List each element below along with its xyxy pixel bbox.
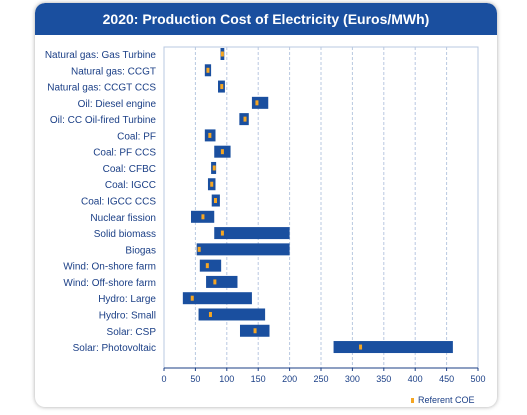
category-label: Coal: IGCC CCS [81, 197, 156, 208]
referent-coe-marker [208, 132, 212, 138]
category-label: Natural gas: Gas Turbine [45, 50, 157, 61]
category-label: Coal: PF CCS [93, 148, 156, 159]
cost-range-bar [182, 292, 252, 305]
x-tick-label: 250 [313, 374, 328, 384]
legend: Referent COE [411, 395, 475, 405]
x-tick-label: 0 [161, 374, 166, 384]
cost-range-bar [196, 243, 290, 256]
referent-coe-marker [220, 230, 224, 236]
category-label: Natural gas: CCGT CCS [47, 83, 156, 94]
chart-title: 2020: Production Cost of Electricity (Eu… [102, 11, 430, 27]
category-label: Oil: CC Oil-fired Turbine [50, 115, 157, 126]
category-label: Oil: Diesel engine [78, 99, 157, 110]
category-label: Coal: IGCC [105, 180, 156, 191]
referent-coe-marker [213, 198, 217, 204]
referent-coe-marker [255, 100, 259, 106]
referent-coe-marker [210, 181, 214, 187]
category-label: Wind: Off-shore farm [63, 278, 156, 289]
category-label: Hydro: Small [99, 310, 156, 321]
referent-coe-marker [205, 263, 209, 269]
x-tick-label: 100 [219, 374, 234, 384]
x-tick-label: 450 [439, 374, 454, 384]
referent-coe-marker [220, 84, 224, 90]
referent-coe-marker [220, 51, 224, 57]
referent-coe-marker [253, 328, 257, 334]
referent-coe-marker [212, 165, 216, 171]
referent-coe-marker [359, 344, 363, 350]
cost-range-bar [206, 275, 238, 288]
x-tick-label: 400 [408, 374, 423, 384]
x-tick-label: 50 [190, 374, 200, 384]
cost-range-bar [251, 96, 269, 109]
x-tick-label: 200 [282, 374, 297, 384]
category-label: Coal: PF [117, 131, 156, 142]
cost-range-bar [199, 259, 222, 272]
legend-label: Referent COE [418, 395, 475, 405]
referent-coe-marker [243, 116, 247, 122]
referent-coe-marker [220, 149, 224, 155]
cost-range-bar [333, 341, 453, 354]
category-label: Natural gas: CCGT [71, 66, 156, 77]
category-label: Wind: On-shore farm [63, 262, 156, 273]
category-label: Coal: CFBC [103, 164, 156, 175]
referent-coe-marker [206, 67, 210, 73]
chart-title-bar: 2020: Production Cost of Electricity (Eu… [35, 3, 497, 35]
chart-card: 2020: Production Cost of Electricity (Eu… [35, 3, 497, 407]
x-tick-label: 350 [376, 374, 391, 384]
bars-layer [182, 48, 453, 354]
referent-coe-marker [213, 279, 217, 285]
referent-coe-marker [201, 214, 205, 220]
x-tick-label: 500 [470, 374, 485, 384]
referent-coe-marker [208, 311, 212, 317]
cost-range-bar [198, 308, 266, 321]
category-label: Biogas [125, 245, 156, 256]
category-label: Solar: CSP [107, 327, 157, 338]
referent-coe-marker [197, 246, 201, 252]
category-label: Nuclear fission [90, 213, 156, 224]
cost-range-bar [214, 227, 290, 240]
category-label: Solar: Photovoltaic [73, 343, 156, 354]
referent-coe-marker [190, 295, 194, 301]
category-labels: Natural gas: Gas Turbine Natural gas: CCG… [45, 50, 157, 354]
legend-swatch [411, 398, 414, 403]
x-tick-label: 300 [345, 374, 360, 384]
x-axis: 0 50 100 150 200 250 300 350 400 450 500 [161, 367, 486, 384]
x-tick-label: 150 [251, 374, 266, 384]
category-label: Solid biomass [94, 229, 156, 240]
category-label: Hydro: Large [98, 294, 156, 305]
